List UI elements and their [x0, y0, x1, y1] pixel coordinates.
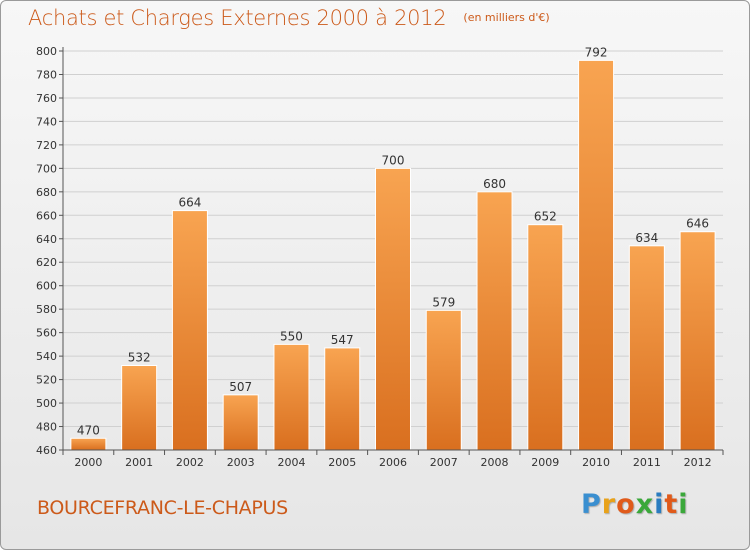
- data-label: 547: [331, 333, 354, 347]
- data-label: 792: [585, 45, 608, 59]
- data-label: 646: [686, 217, 709, 231]
- bar: [476, 191, 513, 451]
- brand-logo: Proxiti: [581, 489, 689, 520]
- bar: [121, 365, 158, 451]
- data-labels: 470 532 664 507 550 547 700 579 680 652 792 634 646: [77, 45, 709, 437]
- y-tick-label: 700: [36, 162, 57, 175]
- x-tick-label: 2004: [277, 456, 305, 469]
- bar: [425, 309, 462, 451]
- axes: [62, 47, 723, 451]
- brand-letter: o: [616, 489, 636, 520]
- bar: [375, 167, 411, 451]
- data-label: 532: [128, 351, 151, 365]
- y-tick-label: 660: [36, 209, 57, 222]
- bar: [324, 347, 361, 451]
- y-tick-label: 620: [36, 256, 57, 269]
- x-tick-label: 2012: [684, 456, 712, 469]
- chart-unit: (en milliers d'€): [463, 11, 550, 24]
- data-label: 550: [280, 329, 303, 343]
- brand-letter: P: [581, 489, 602, 520]
- y-axis-ticks: 460 480 500 520 540 560 580 600 620 640 660 680 700 7…: [36, 45, 63, 457]
- data-label: 700: [382, 153, 405, 167]
- data-label: 680: [483, 177, 506, 191]
- bars: [70, 59, 716, 451]
- y-tick-label: 520: [36, 374, 57, 387]
- chart-title: Achats et Charges Externes 2000 à 2012: [28, 6, 447, 30]
- y-tick-label: 560: [36, 327, 57, 340]
- data-label: 470: [77, 423, 100, 437]
- y-tick-label: 480: [36, 421, 57, 434]
- brand-letter: i: [654, 489, 665, 520]
- y-tick-label: 580: [36, 303, 57, 316]
- bar: [578, 59, 615, 451]
- x-tick-label: 2007: [430, 456, 458, 469]
- bar: [273, 343, 310, 451]
- data-label: 507: [229, 380, 252, 394]
- x-tick-label: 2003: [227, 456, 255, 469]
- data-label: 664: [178, 196, 201, 210]
- x-tick-label: 2001: [125, 456, 153, 469]
- x-axis-ticks: 2000 2001 2002 2003 2004 2005 2006 2007 2008 2009…: [62, 450, 724, 469]
- y-tick-label: 680: [36, 186, 57, 199]
- x-tick-label: 2008: [481, 456, 509, 469]
- bar: [628, 245, 665, 451]
- y-tick-label: 460: [36, 444, 57, 457]
- brand-letter: t: [664, 489, 679, 520]
- x-tick-label: 2002: [176, 456, 204, 469]
- bar: [70, 437, 107, 451]
- city-name: BOURCEFRANC-LE-CHAPUS: [37, 497, 288, 519]
- y-tick-label: 800: [36, 45, 57, 58]
- y-tick-label: 600: [36, 280, 57, 293]
- y-tick-label: 760: [36, 92, 57, 105]
- brand-letter: i: [678, 489, 689, 520]
- x-tick-label: 2009: [531, 456, 559, 469]
- brand-letter: x: [635, 489, 655, 520]
- bar: [527, 224, 564, 451]
- y-tick-label: 500: [36, 397, 57, 410]
- x-tick-label: 2011: [633, 456, 661, 469]
- brand-letter: r: [601, 489, 617, 520]
- bar: [679, 231, 716, 451]
- bar: [222, 394, 259, 451]
- data-label: 579: [432, 295, 455, 309]
- y-tick-label: 640: [36, 233, 57, 246]
- data-label: 652: [534, 210, 557, 224]
- x-tick-label: 2010: [582, 456, 610, 469]
- x-tick-label: 2005: [328, 456, 356, 469]
- y-tick-label: 740: [36, 115, 57, 128]
- x-tick-label: 2000: [74, 456, 102, 469]
- y-tick-label: 780: [36, 68, 57, 81]
- title-row: Achats et Charges Externes 2000 à 2012 (…: [28, 6, 550, 30]
- data-label: 634: [635, 231, 658, 245]
- x-tick-label: 2006: [379, 456, 407, 469]
- bar: [171, 210, 208, 451]
- y-tick-label: 720: [36, 139, 57, 152]
- y-tick-label: 540: [36, 350, 57, 363]
